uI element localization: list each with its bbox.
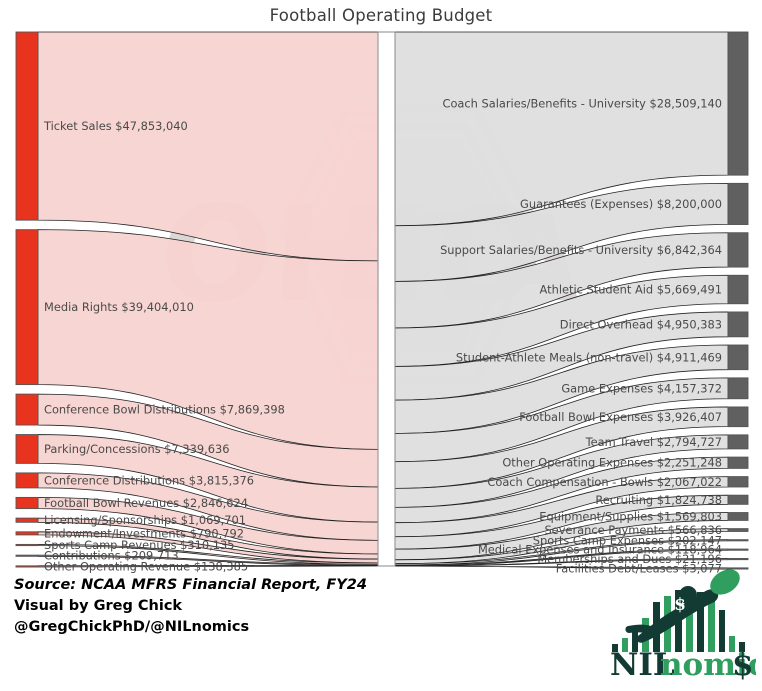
expense-node-label: Guarantees (Expenses) $8,200,000 [520,197,722,211]
revenue-node[interactable] [15,543,39,547]
footer-visual-by: Visual by Greg Chick [14,598,183,614]
revenue-node-label: Football Bowl Revenues $2,846,624 [44,496,248,510]
expense-node[interactable] [727,548,749,551]
revenue-node-label: Contributions $209,713 [44,549,179,563]
expense-node[interactable] [727,31,749,176]
footer-handles: @GregChickPhD/@NILnomics [14,619,250,635]
expense-node-label: Severance Payments $566,836 [544,523,722,537]
expense-node-label: Game Expenses $4,157,372 [561,381,722,395]
expense-node-label: Facilities Debt/Leases $3,077 [556,561,722,575]
expense-node-label: Student-Athlete Meals (non-travel) $4,91… [456,350,722,364]
node-group [15,31,749,570]
expense-node[interactable] [727,539,749,542]
nilnomics-logo: $ NIL nomic $ [610,569,756,682]
revenue-node-label: Endowment/Investments $790,792 [44,526,244,540]
expense-node[interactable] [727,406,749,428]
expense-node-label: Football Bowl Expenses $3,926,407 [519,410,722,424]
revenue-node-label: Sports Camp Revenues $310,135 [44,538,235,552]
revenue-node-label: Ticket Sales $47,853,040 [43,119,188,133]
revenue-node[interactable] [15,565,39,568]
logo-text-nomics: nomic [660,647,756,682]
revenue-node-label: Conference Bowl Distributions $7,869,398 [44,403,285,417]
expense-node-label: Direct Overhead $4,950,383 [560,317,722,331]
expense-node[interactable] [727,377,749,400]
expense-node[interactable] [727,494,749,505]
node-label-group: Ticket Sales $47,853,040 Media Rights $39… [43,97,722,576]
expense-node[interactable] [727,456,749,469]
expense-link-group [394,31,729,570]
expense-node[interactable] [727,274,749,305]
revenue-node[interactable] [15,517,39,523]
expense-node-label: Recruiting $1,824,738 [595,493,722,507]
expense-node[interactable] [727,528,749,532]
expense-node-label: Coach Salaries/Benefits - University $28… [442,97,722,111]
footer-source: Source: NCAA MFRS Financial Report, FY24 [14,577,367,593]
expense-node-label: Equipment/Supplies $1,569,803 [539,509,722,523]
expense-node[interactable] [727,434,749,450]
expense-node-label: Coach Compensation - Bowls $2,067,022 [487,475,722,489]
revenue-link [37,31,379,262]
logo-dollar-glyph: $ [674,595,686,615]
page-title: Football Operating Budget [269,6,493,25]
revenue-link-group [37,31,379,568]
expense-node[interactable] [727,512,749,521]
revenue-node[interactable] [15,531,39,536]
expense-node[interactable] [727,311,749,338]
expense-node[interactable] [727,232,749,268]
revenue-node[interactable] [15,434,39,464]
revenue-node[interactable] [15,229,39,386]
logo-wordmark: NIL nomic $ [610,647,756,682]
expense-node-label: Support Salaries/Benefits - University $… [440,243,722,257]
logo-text-nil: NIL [610,647,675,682]
expense-node[interactable] [727,182,749,225]
expense-node[interactable] [727,344,749,371]
revenue-node[interactable] [15,31,39,221]
revenue-node-label: Licensing/Sponsorships $1,069,701 [44,513,246,527]
expense-node[interactable] [727,476,749,488]
revenue-node-label: Media Rights $39,404,010 [44,300,194,314]
footer-credits: Source: NCAA MFRS Financial Report, FY24… [14,575,367,638]
revenue-node[interactable] [15,554,39,557]
budget-hub-node[interactable] [377,31,396,567]
expense-node[interactable] [727,558,749,561]
revenue-node[interactable] [15,496,39,510]
logo-diving-player-icon: $ [625,569,740,643]
expense-node-label: Other Operating Expenses $2,251,248 [502,456,722,470]
revenue-node-label: Conference Distributions $3,815,376 [44,473,254,487]
logo-text-dollar: $ [732,647,754,682]
revenue-node-label: Parking/Concessions $7,339,636 [44,442,229,456]
expense-node-label: Team Travel $2,794,727 [585,435,722,449]
expense-node-label: Sports Camp Expenses $202,147 [533,533,722,547]
revenue-node[interactable] [15,472,39,489]
revenue-node-label: Other Operating Revenue $138,385 [44,559,248,573]
revenue-node[interactable] [15,393,39,426]
expense-node-label: Memberships and Dues $21,196 [537,552,722,566]
expense-node-label: Medical Expenses and Insurance $118,964 [478,543,722,557]
expense-node[interactable] [727,567,749,570]
expense-node-label: Athletic Student Aid $5,669,491 [540,283,722,297]
